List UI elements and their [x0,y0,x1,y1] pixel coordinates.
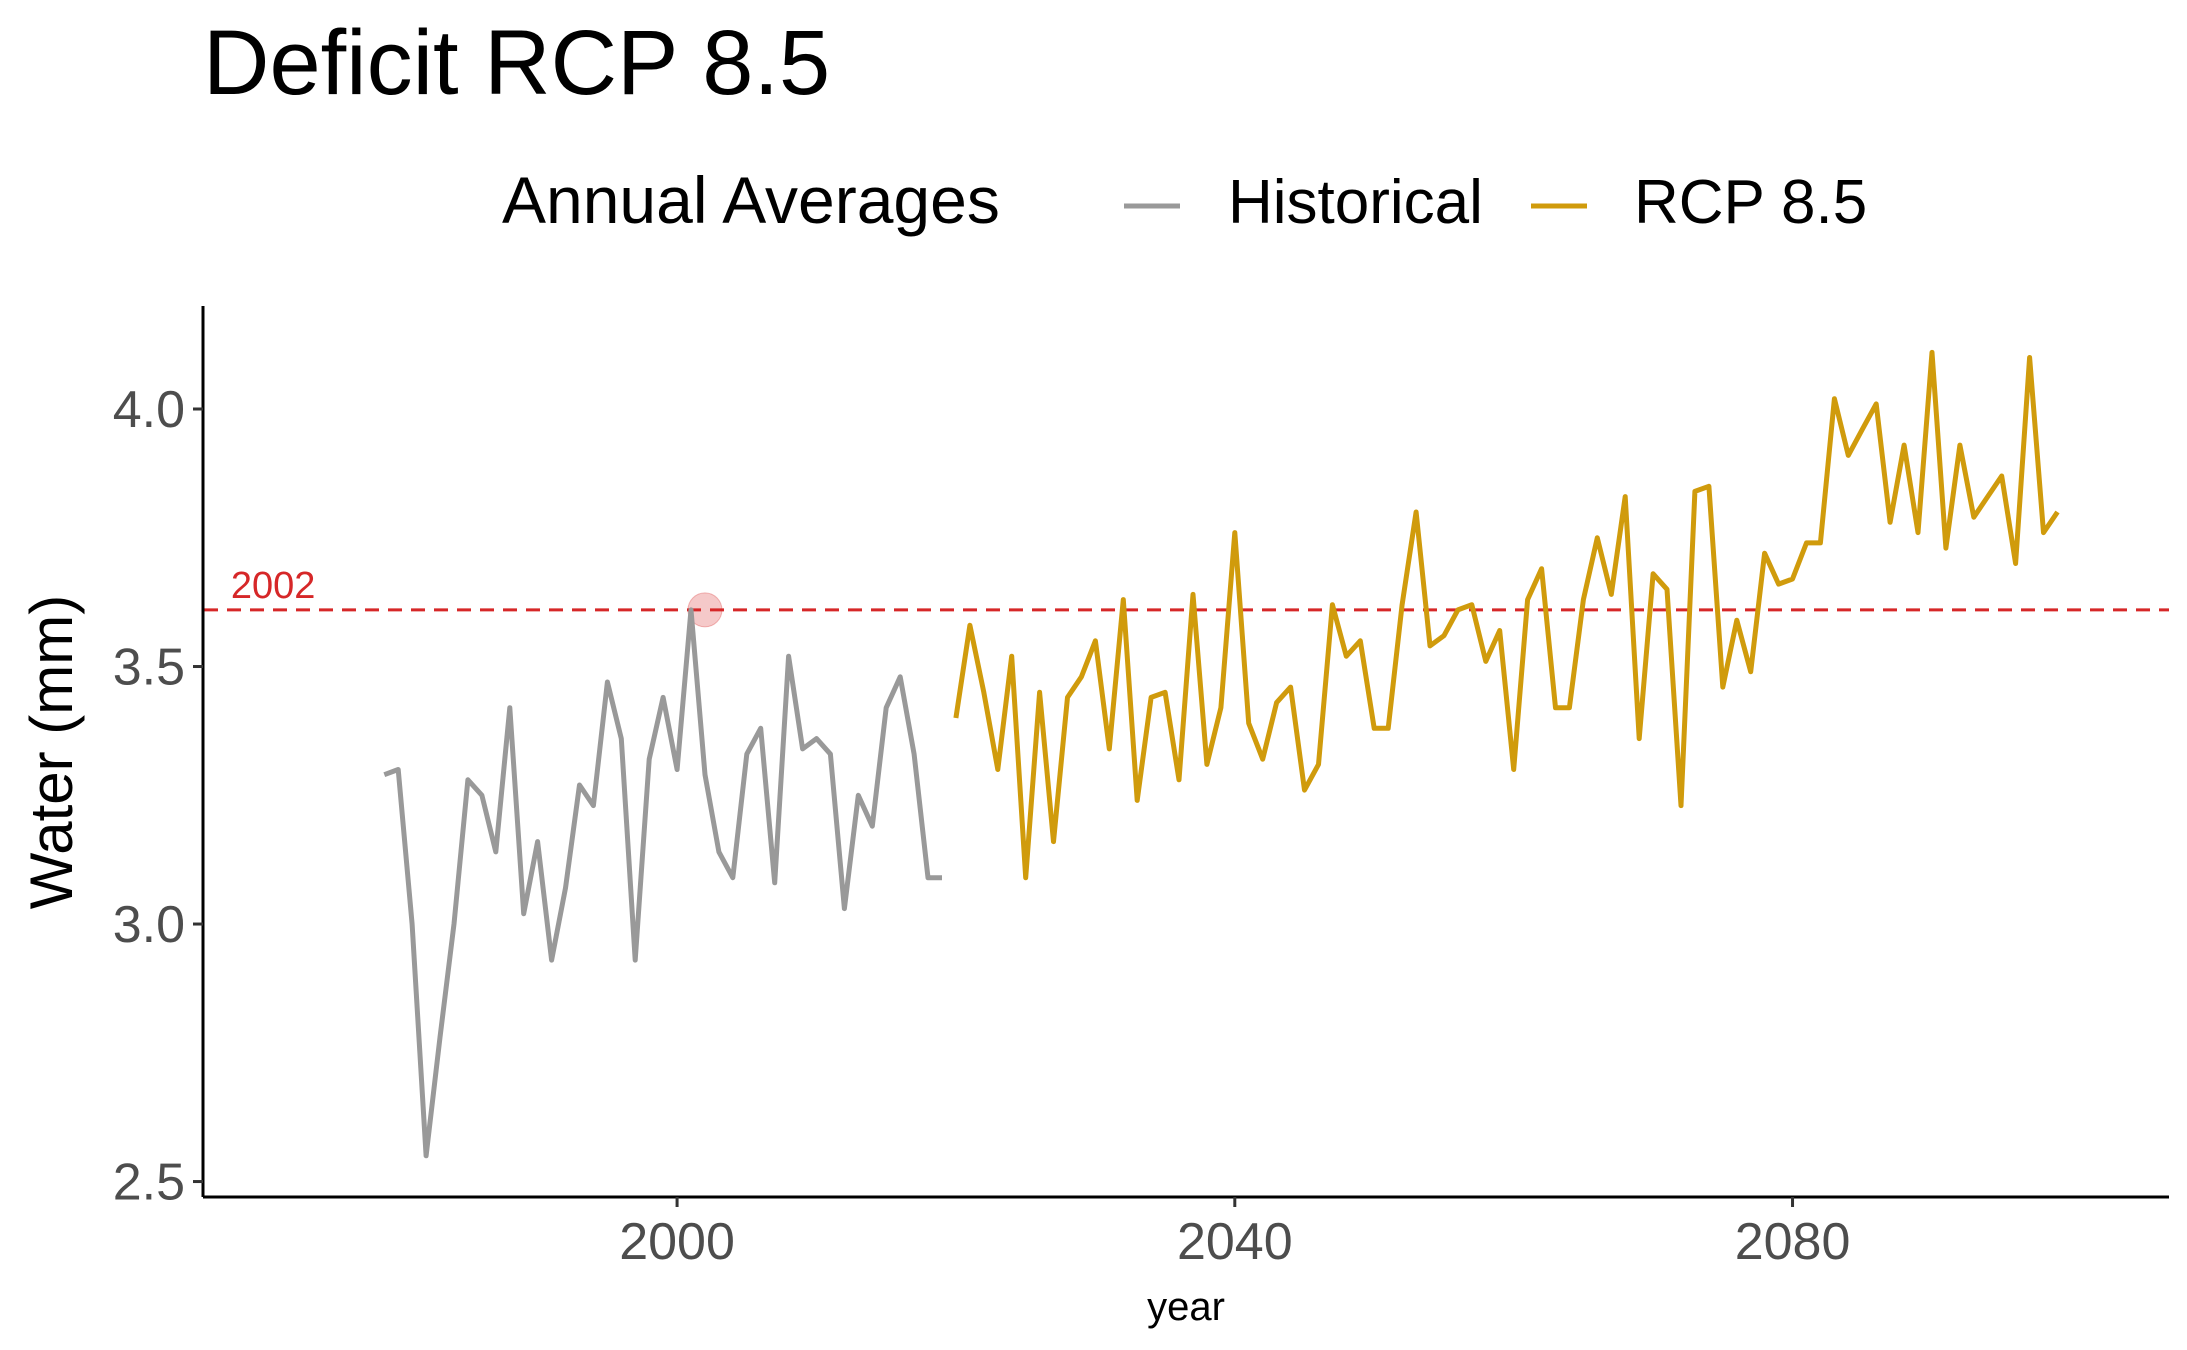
y-axis-label: Water (mm) [18,595,85,909]
y-tick-label: 3.0 [113,896,185,954]
y-tick-label: 4.0 [113,381,185,439]
chart-title: Deficit RCP 8.5 [203,12,830,114]
x-axis-label: year [1147,1285,1225,1329]
x-axis-ticks: 2000 2040 2080 [619,1197,1850,1271]
series-line-rcp-8-5 [953,349,2060,881]
y-tick-label: 2.5 [113,1154,185,1212]
legend: Annual Averages Historical RCP 8.5 [502,163,1867,237]
legend-label-rcp85: RCP 8.5 [1634,168,1867,237]
series-line-historical [383,607,942,1159]
plot-area: 2002 [204,349,2169,1159]
x-tick-label: 2000 [619,1213,735,1271]
reference-line-label: 2002 [231,565,316,607]
highlight-point [687,592,723,628]
y-axis-ticks: 2.5 3.0 3.5 4.0 [113,381,203,1212]
y-tick-label: 3.5 [113,639,185,697]
legend-title: Annual Averages [502,163,1000,237]
legend-label-historical: Historical [1228,168,1483,237]
x-tick-label: 2040 [1177,1213,1293,1271]
x-tick-label: 2080 [1735,1213,1851,1271]
